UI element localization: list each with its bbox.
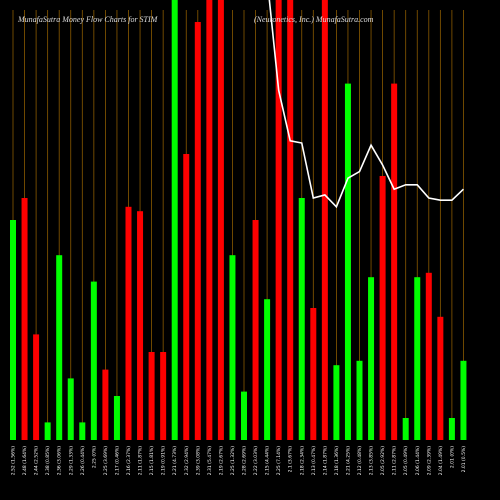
- x-tick-label: 2.26 (0.44%): [80, 446, 86, 476]
- bar: [437, 316, 444, 440]
- bar: [368, 277, 375, 440]
- x-tick-label: 2.52 (1.56%): [11, 446, 17, 476]
- x-tick-label: 2.22 (3.03%): [253, 446, 259, 476]
- bar: [229, 255, 236, 440]
- x-tick-label: 2.17 (0.46%): [114, 446, 120, 476]
- x-tick-label: 2.13 (3.85%): [369, 446, 375, 476]
- bar: [321, 0, 328, 440]
- x-tick-label: 2.15 (1.81%): [149, 446, 155, 476]
- x-tick-label: 2.31 (5.47%): [207, 446, 213, 476]
- bar: [137, 211, 144, 440]
- x-tick-label: 2.01 (0%): [449, 446, 455, 468]
- x-tick-label: 2.25 (0%): [91, 446, 97, 468]
- x-tick-label: 2.1 (3.67%): [288, 446, 294, 473]
- bar: [379, 176, 386, 440]
- x-tick-label: 2.28 (2.69%): [242, 446, 248, 476]
- x-tick-label: 2.04 (1.49%): [438, 446, 444, 476]
- x-tick-label: 2.39 (3.08%): [195, 446, 201, 476]
- bar: [160, 352, 167, 440]
- bar: [298, 198, 305, 440]
- bar: [56, 255, 63, 440]
- chart-title: MunafaSutra Money Flow Charts for STIM: [17, 15, 159, 24]
- x-tick-label: 2.11 (1.87%): [138, 446, 144, 476]
- x-tick-label: 2.36 (3.06%): [57, 446, 63, 476]
- bar: [252, 220, 259, 440]
- x-tick-label: 2.14 (1.87%): [322, 446, 328, 476]
- bar: [414, 277, 421, 440]
- bar: [356, 360, 363, 440]
- chart-subtitle: (Neuronetics, Inc.) MunafaSutra.com: [254, 15, 374, 24]
- bar: [33, 334, 40, 440]
- bar: [102, 369, 109, 440]
- bar: [67, 378, 74, 440]
- bar: [333, 365, 340, 440]
- bar: [148, 352, 155, 440]
- bar: [460, 360, 467, 440]
- x-tick-label: 2.38 (0.85%): [45, 446, 51, 476]
- bar: [287, 0, 294, 440]
- bar: [44, 422, 51, 440]
- bars: [10, 0, 467, 440]
- x-tick-label: 2.19 (2.67%): [218, 446, 224, 476]
- bar: [448, 418, 455, 440]
- x-tick-label: 2.32 (2.94%): [184, 446, 190, 476]
- x-tick-label: 2.21 (4.73%): [172, 446, 178, 476]
- bar: [21, 198, 28, 440]
- x-tick-label: 2.11 (2.87%): [392, 446, 398, 476]
- x-tick-label: 2.21 (4.25%): [345, 446, 351, 476]
- x-tick-label: 2.06 (1.44%): [415, 446, 421, 476]
- x-tick-label: 2.13 (0.47%): [311, 446, 317, 476]
- x-labels: 2.52 (1.56%) 2.48 (1.64%) 2.44 (2.52%) 2.38…: [11, 446, 467, 476]
- x-tick-label: 2.05 (2.92%): [380, 446, 386, 476]
- x-tick-label: 2.12 (0.48%): [357, 446, 363, 476]
- x-tick-label: 2.25 (1.32%): [230, 446, 236, 476]
- bar: [194, 22, 201, 440]
- bar: [125, 206, 132, 440]
- bar: [171, 0, 178, 440]
- bar: [310, 308, 317, 440]
- bar: [344, 83, 351, 440]
- bar: [217, 0, 224, 440]
- x-tick-label: 2.29 (1.33%): [68, 446, 74, 476]
- x-tick-label: 2.16 (2.37%): [126, 446, 132, 476]
- bar: [183, 154, 190, 440]
- bar: [79, 422, 86, 440]
- x-tick-label: 2.48 (1.64%): [22, 446, 28, 476]
- x-tick-label: 2.44 (2.52%): [34, 446, 40, 476]
- bar: [113, 396, 120, 440]
- trend-line: [268, 0, 465, 209]
- x-tick-label: 2.25 (3.69%): [103, 446, 109, 476]
- x-tick-label: 2.01 (0.5%): [461, 446, 467, 473]
- bar: [391, 83, 398, 440]
- x-tick-label: 2.09 (2.39%): [426, 446, 432, 476]
- x-tick-label: 2.15 (4.44%): [265, 446, 271, 476]
- x-tick-label: 2.18 (1.36%): [334, 446, 340, 476]
- bar: [275, 0, 282, 440]
- x-tick-label: 2.19 (0.91%): [161, 446, 167, 476]
- bar: [10, 220, 16, 440]
- bar: [206, 0, 213, 440]
- x-tick-label: 2.05 (0.49%): [403, 446, 409, 476]
- x-tick-label: 2.25 (7.14%): [276, 446, 282, 476]
- bar: [402, 418, 409, 440]
- bar: [264, 299, 271, 440]
- bar: [241, 391, 247, 440]
- bar: [425, 272, 432, 440]
- x-tick-label: 2.18 (2.34%): [299, 446, 305, 476]
- bar: [90, 281, 97, 440]
